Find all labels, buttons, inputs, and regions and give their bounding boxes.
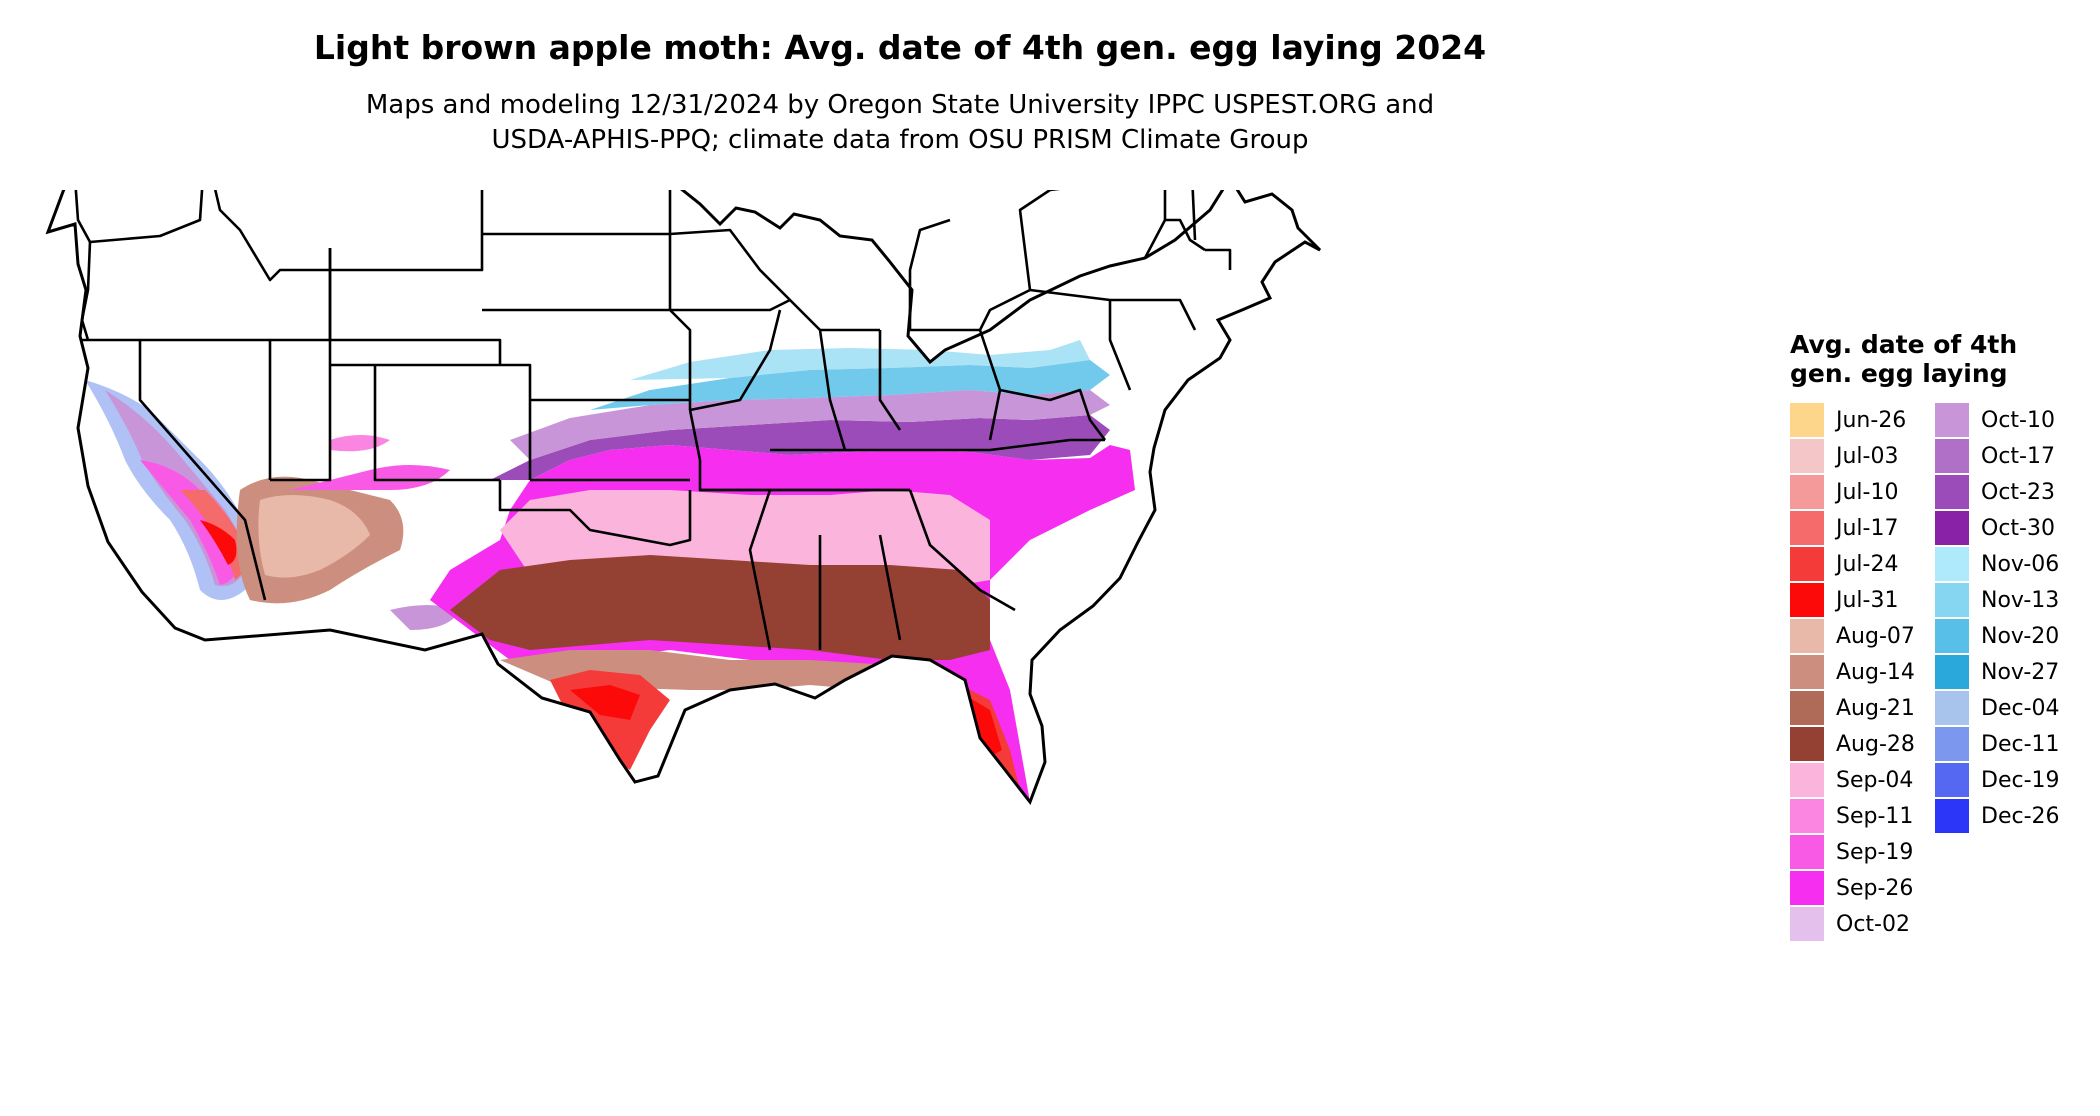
legend-swatch bbox=[1935, 799, 1969, 833]
subtitle-line-2: USDA-APHIS-PPQ; climate data from OSU PR… bbox=[491, 125, 1309, 155]
california-bands bbox=[85, 380, 254, 600]
legend-label: Aug-21 bbox=[1836, 695, 1915, 721]
legend-columns: Jun-26 Jul-03 Jul-10 Jul-17 Jul-24 Jul-31 Aug-… bbox=[1790, 402, 2090, 942]
legend-label: Oct-30 bbox=[1981, 515, 2055, 541]
legend-swatch bbox=[1790, 475, 1824, 509]
legend-label: Oct-17 bbox=[1981, 443, 2055, 469]
legend-item: Aug-14 bbox=[1790, 654, 1935, 690]
legend-column-1: Jun-26 Jul-03 Jul-10 Jul-17 Jul-24 Jul-31 Aug-… bbox=[1790, 402, 1935, 942]
legend-label: Jul-03 bbox=[1836, 443, 1899, 469]
legend-swatch bbox=[1935, 547, 1969, 581]
legend-label: Jun-26 bbox=[1836, 407, 1907, 433]
legend-item: Jul-10 bbox=[1790, 474, 1935, 510]
legend-swatch bbox=[1790, 691, 1824, 725]
legend-item: Dec-11 bbox=[1935, 726, 2080, 762]
legend-label: Oct-02 bbox=[1836, 911, 1910, 937]
legend-label: Sep-26 bbox=[1836, 875, 1914, 901]
legend-item: Oct-30 bbox=[1935, 510, 2080, 546]
legend-item: Jul-17 bbox=[1790, 510, 1935, 546]
legend-item: Oct-02 bbox=[1790, 906, 1935, 942]
legend-label: Sep-04 bbox=[1836, 767, 1914, 793]
map-title: Light brown apple moth: Avg. date of 4th… bbox=[313, 28, 1487, 67]
legend-label: Dec-26 bbox=[1981, 803, 2060, 829]
legend-swatch bbox=[1935, 511, 1969, 545]
legend-item: Jul-24 bbox=[1790, 546, 1935, 582]
legend-swatch bbox=[1790, 547, 1824, 581]
legend-swatch bbox=[1935, 727, 1969, 761]
legend-item: Sep-19 bbox=[1790, 834, 1935, 870]
legend-swatch bbox=[1790, 907, 1824, 941]
legend-item: Sep-26 bbox=[1790, 870, 1935, 906]
legend-swatch bbox=[1790, 871, 1824, 905]
legend-item: Oct-10 bbox=[1935, 402, 2080, 438]
legend-swatch bbox=[1790, 763, 1824, 797]
legend-item: Jul-03 bbox=[1790, 438, 1935, 474]
us-map bbox=[46, 190, 1322, 804]
legend-label: Jul-24 bbox=[1836, 551, 1899, 577]
map-subtitle: Maps and modeling 12/31/2024 by Oregon S… bbox=[0, 88, 1800, 158]
legend-label: Jul-10 bbox=[1836, 479, 1899, 505]
legend-label: Dec-11 bbox=[1981, 731, 2060, 757]
legend-item: Nov-06 bbox=[1935, 546, 2080, 582]
subtitle-line-1: Maps and modeling 12/31/2024 by Oregon S… bbox=[365, 90, 1435, 120]
legend-label: Oct-10 bbox=[1981, 407, 2055, 433]
legend-item: Jul-31 bbox=[1790, 582, 1935, 618]
mid-south-bands bbox=[490, 340, 1110, 480]
legend-item: Sep-04 bbox=[1790, 762, 1935, 798]
legend-label: Jul-31 bbox=[1836, 587, 1899, 613]
legend-label: Jul-17 bbox=[1836, 515, 1899, 541]
legend-label: Sep-19 bbox=[1836, 839, 1914, 865]
legend-swatch bbox=[1790, 439, 1824, 473]
legend-label: Nov-20 bbox=[1981, 623, 2060, 649]
legend-swatch bbox=[1790, 583, 1824, 617]
legend-swatch bbox=[1790, 835, 1824, 869]
legend-item: Nov-13 bbox=[1935, 582, 2080, 618]
legend-item: Dec-04 bbox=[1935, 690, 2080, 726]
legend-label: Sep-11 bbox=[1836, 803, 1914, 829]
legend-item: Dec-19 bbox=[1935, 762, 2080, 798]
legend-label: Dec-04 bbox=[1981, 695, 2060, 721]
state-borders bbox=[74, 190, 1232, 651]
legend-item: Oct-23 bbox=[1935, 474, 2080, 510]
legend-swatch bbox=[1790, 619, 1824, 653]
legend-item: Oct-17 bbox=[1935, 438, 2080, 474]
legend-label: Nov-13 bbox=[1981, 587, 2060, 613]
legend-label: Nov-27 bbox=[1981, 659, 2060, 685]
legend-label: Aug-07 bbox=[1836, 623, 1915, 649]
legend-swatch bbox=[1935, 655, 1969, 689]
legend-label: Dec-19 bbox=[1981, 767, 2060, 793]
legend-label: Oct-23 bbox=[1981, 479, 2055, 505]
legend-swatch bbox=[1935, 619, 1969, 653]
legend-swatch bbox=[1790, 403, 1824, 437]
legend-label: Aug-28 bbox=[1836, 731, 1915, 757]
legend-title: Avg. date of 4th gen. egg laying bbox=[1790, 330, 2018, 388]
legend-item: Nov-27 bbox=[1935, 654, 2080, 690]
legend-swatch bbox=[1790, 727, 1824, 761]
legend-item: Aug-07 bbox=[1790, 618, 1935, 654]
legend-item: Aug-28 bbox=[1790, 726, 1935, 762]
legend-label: Nov-06 bbox=[1981, 551, 2060, 577]
legend-swatch bbox=[1935, 763, 1969, 797]
legend-item: Jun-26 bbox=[1790, 402, 1935, 438]
southwest-bands bbox=[236, 435, 460, 630]
legend: Avg. date of 4th gen. egg laying Jun-26 J… bbox=[1790, 330, 2090, 942]
legend-item: Nov-20 bbox=[1935, 618, 2080, 654]
legend-column-2: Oct-10 Oct-17 Oct-23 Oct-30 Nov-06 Nov-13 Nov-… bbox=[1935, 402, 2080, 942]
legend-swatch bbox=[1790, 655, 1824, 689]
legend-item: Aug-21 bbox=[1790, 690, 1935, 726]
legend-item: Dec-26 bbox=[1935, 798, 2080, 834]
legend-swatch bbox=[1935, 691, 1969, 725]
legend-item: Sep-11 bbox=[1790, 798, 1935, 834]
legend-label: Aug-14 bbox=[1836, 659, 1915, 685]
legend-swatch bbox=[1790, 511, 1824, 545]
legend-swatch bbox=[1935, 439, 1969, 473]
legend-swatch bbox=[1935, 475, 1969, 509]
legend-swatch bbox=[1790, 799, 1824, 833]
legend-swatch bbox=[1935, 583, 1969, 617]
legend-swatch bbox=[1935, 403, 1969, 437]
